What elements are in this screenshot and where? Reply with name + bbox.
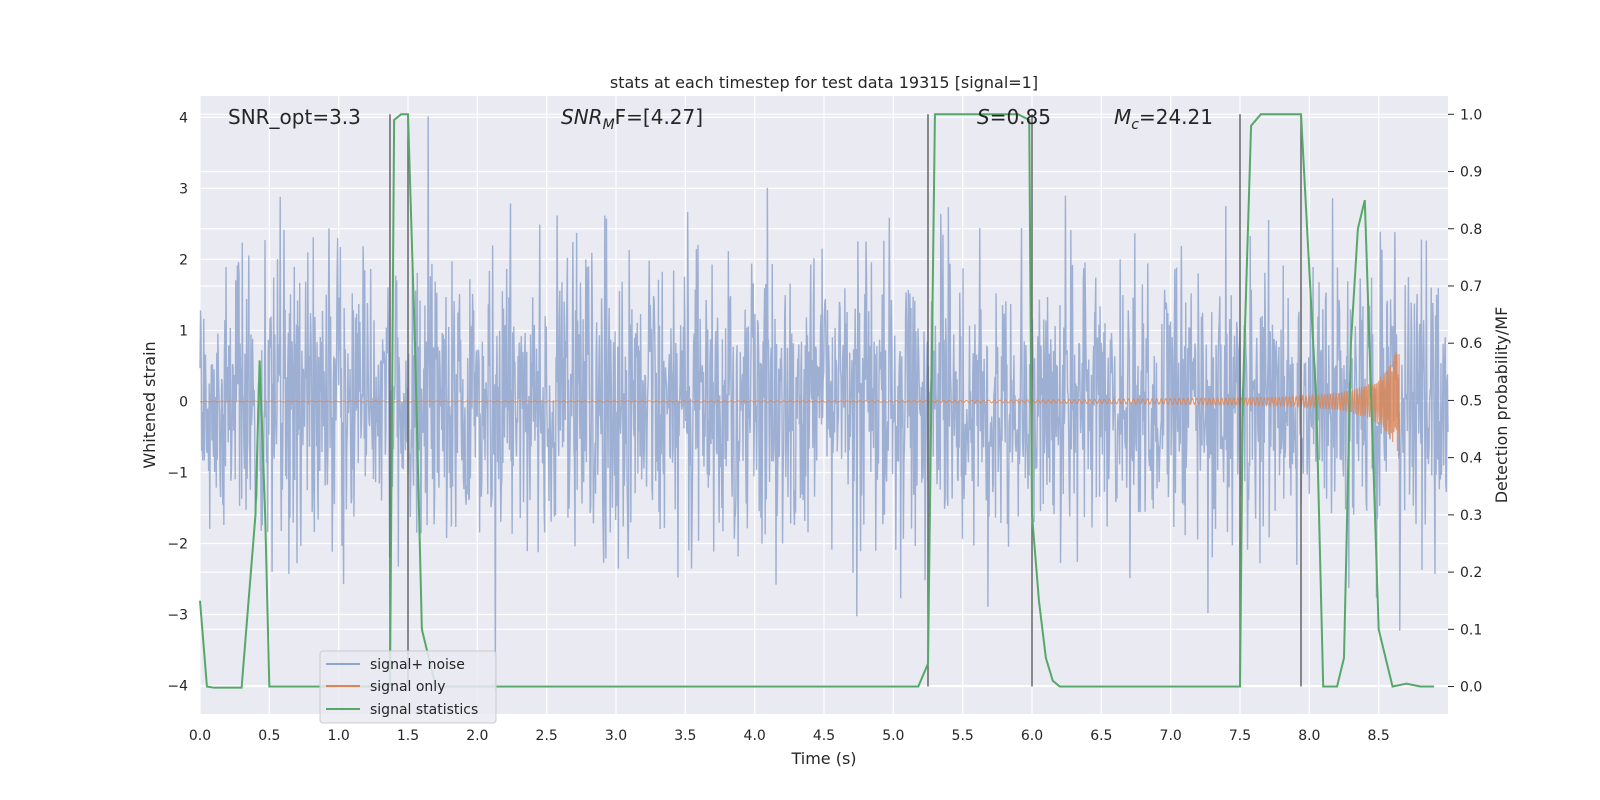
y-right-tick-label: 0.3 [1460,508,1482,524]
x-tick-label: 0.5 [258,728,280,744]
annotation-snr-mf-base: SNR [561,105,603,129]
signal-only-line [199,352,1401,456]
annotation-s-base: S [977,105,990,129]
legend: signal+ noise signal only signal statist… [319,650,497,724]
y-tick-label: −2 [167,537,188,553]
y-right-tick-label: 0.2 [1460,565,1482,581]
y-axis-label: Whitened strain [140,341,159,468]
y-tick-label: −3 [167,608,188,624]
y-tick-label: 2 [179,252,188,268]
x-tick-label: 0.0 [189,728,211,744]
x-tick-label: 8.0 [1298,728,1320,744]
legend-label-signal-statistics: signal statistics [370,702,478,718]
y-tick-label: 3 [179,181,188,197]
x-tick-label: 3.5 [674,728,696,744]
y-tick-label: 1 [179,323,188,339]
annotation-snr-mf: SNRMF=[4.27] [561,105,703,133]
annotation-mc-value: =24.21 [1139,105,1213,129]
legend-label-signal-only: signal only [370,679,445,695]
x-axis-label: Time (s) [790,749,856,768]
legend-box [319,650,497,724]
x-tick-label: 6.0 [1021,728,1043,744]
annotation-mc: Mc=24.21 [1114,105,1213,133]
ticks: 0.0 0.5 1.0 1.5 2.0 2.5 3.0 3.5 4.0 4.5 5.0 5.5 6.0 6… [167,107,1482,744]
x-tick-label: 4.0 [744,728,766,744]
x-tick-label: 3.0 [605,728,627,744]
chart-title: stats at each timestep for test data 193… [610,73,1038,92]
signal-only-series [199,352,1401,456]
x-tick-label: 5.0 [882,728,904,744]
y-right-tick-label: 0.8 [1460,222,1482,238]
x-tick-label: 1.5 [397,728,419,744]
annotation-snr-mf-value: F=[4.27] [615,105,703,129]
y-right-tick-label: 0.1 [1460,622,1482,638]
y-tick-label: −1 [167,465,188,481]
annotation-s-value: =0.85 [990,105,1051,129]
annotation-s: S=0.85 [977,105,1051,129]
x-tick-label: 7.5 [1229,728,1251,744]
annotation-mc-sub: c [1131,117,1139,133]
y-right-tick-label: 0.9 [1460,165,1482,181]
x-tick-label: 8.5 [1368,728,1390,744]
x-tick-label: 2.0 [466,728,488,744]
signal-statistics-series [199,113,1435,689]
y-right-tick-label: 0.0 [1460,680,1482,696]
legend-label-signal-noise: signal+ noise [370,657,465,673]
y-right-tick-label: 0.4 [1460,451,1482,467]
y-tick-label: 0 [179,394,188,410]
y-axis-label-right: Detection probability/MF [1492,307,1511,504]
x-tick-label: 4.5 [813,728,835,744]
x-tick-label: 7.0 [1160,728,1182,744]
annotation-snr-opt: SNR_opt=3.3 [228,105,361,129]
y-tick-label: 4 [179,110,188,126]
signal-statistics-line [199,113,1435,689]
y-right-tick-label: 1.0 [1460,107,1482,123]
y-right-tick-label: 0.5 [1460,393,1482,409]
annotation-snr-mf-sub: M [603,117,615,133]
y-right-tick-label: 0.6 [1460,336,1482,352]
x-tick-label: 5.5 [952,728,974,744]
annotation-mc-base: M [1114,105,1131,129]
y-right-tick-label: 0.7 [1460,279,1482,295]
x-tick-label: 6.5 [1090,728,1112,744]
y-tick-label: −4 [167,679,188,695]
x-tick-label: 2.5 [536,728,558,744]
x-tick-label: 1.0 [328,728,350,744]
